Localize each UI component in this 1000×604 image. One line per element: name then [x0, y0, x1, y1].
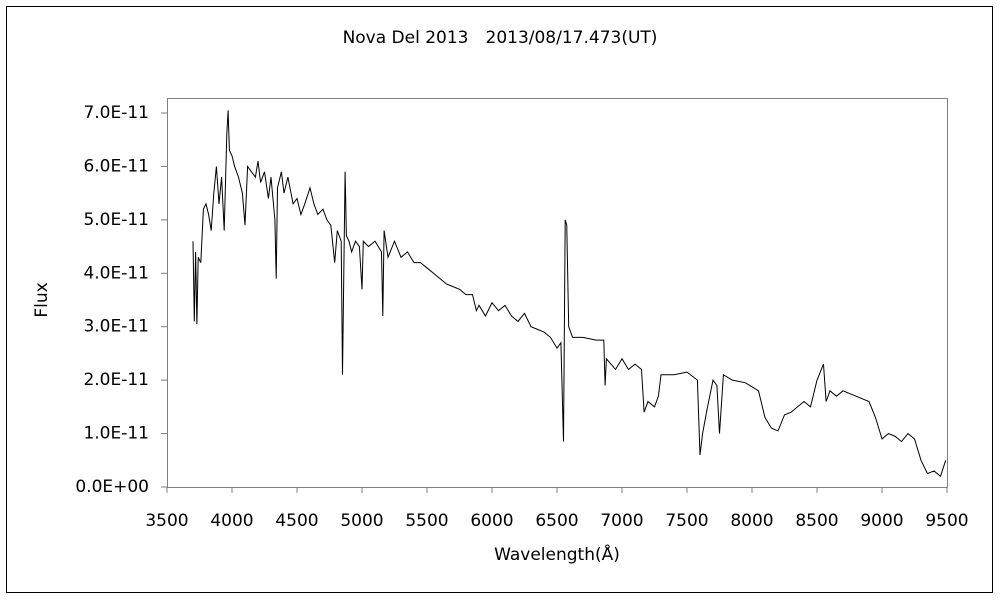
x-tick-label: 8500 — [795, 511, 838, 531]
y-tick-label: 5.0E-11 — [83, 210, 149, 230]
y-axis-label: Flux — [32, 282, 52, 317]
x-tick-label: 9000 — [860, 511, 903, 531]
plot-area — [167, 98, 948, 488]
y-tick-label: 2.0E-11 — [83, 370, 149, 390]
y-tick-label: 0.0E+00 — [75, 477, 149, 497]
x-tick-label: 4000 — [210, 511, 253, 531]
x-tick-label: 6500 — [535, 511, 578, 531]
chart-title: Nova Del 2013 2013/08/17.473(UT) — [343, 28, 658, 48]
x-tick-label: 7500 — [665, 511, 708, 531]
y-tick-label: 3.0E-11 — [83, 317, 149, 337]
x-tick-label: 4500 — [275, 511, 318, 531]
x-axis-label: Wavelength(Å) — [494, 543, 620, 565]
x-tick-label: 7000 — [600, 511, 643, 531]
y-tick-label: 1.0E-11 — [83, 424, 149, 444]
x-tick-label: 8000 — [730, 511, 773, 531]
x-tick-label: 6000 — [470, 511, 513, 531]
x-tick-label: 9500 — [925, 511, 968, 531]
y-tick-label: 4.0E-11 — [83, 263, 149, 283]
spectrum-line — [192, 110, 947, 478]
x-tick-label: 3500 — [145, 511, 188, 531]
x-tick-label: 5000 — [340, 511, 383, 531]
x-tick-label: 5500 — [405, 511, 448, 531]
y-tick-label: 6.0E-11 — [83, 156, 149, 176]
y-tick-label: 7.0E-11 — [83, 103, 149, 123]
